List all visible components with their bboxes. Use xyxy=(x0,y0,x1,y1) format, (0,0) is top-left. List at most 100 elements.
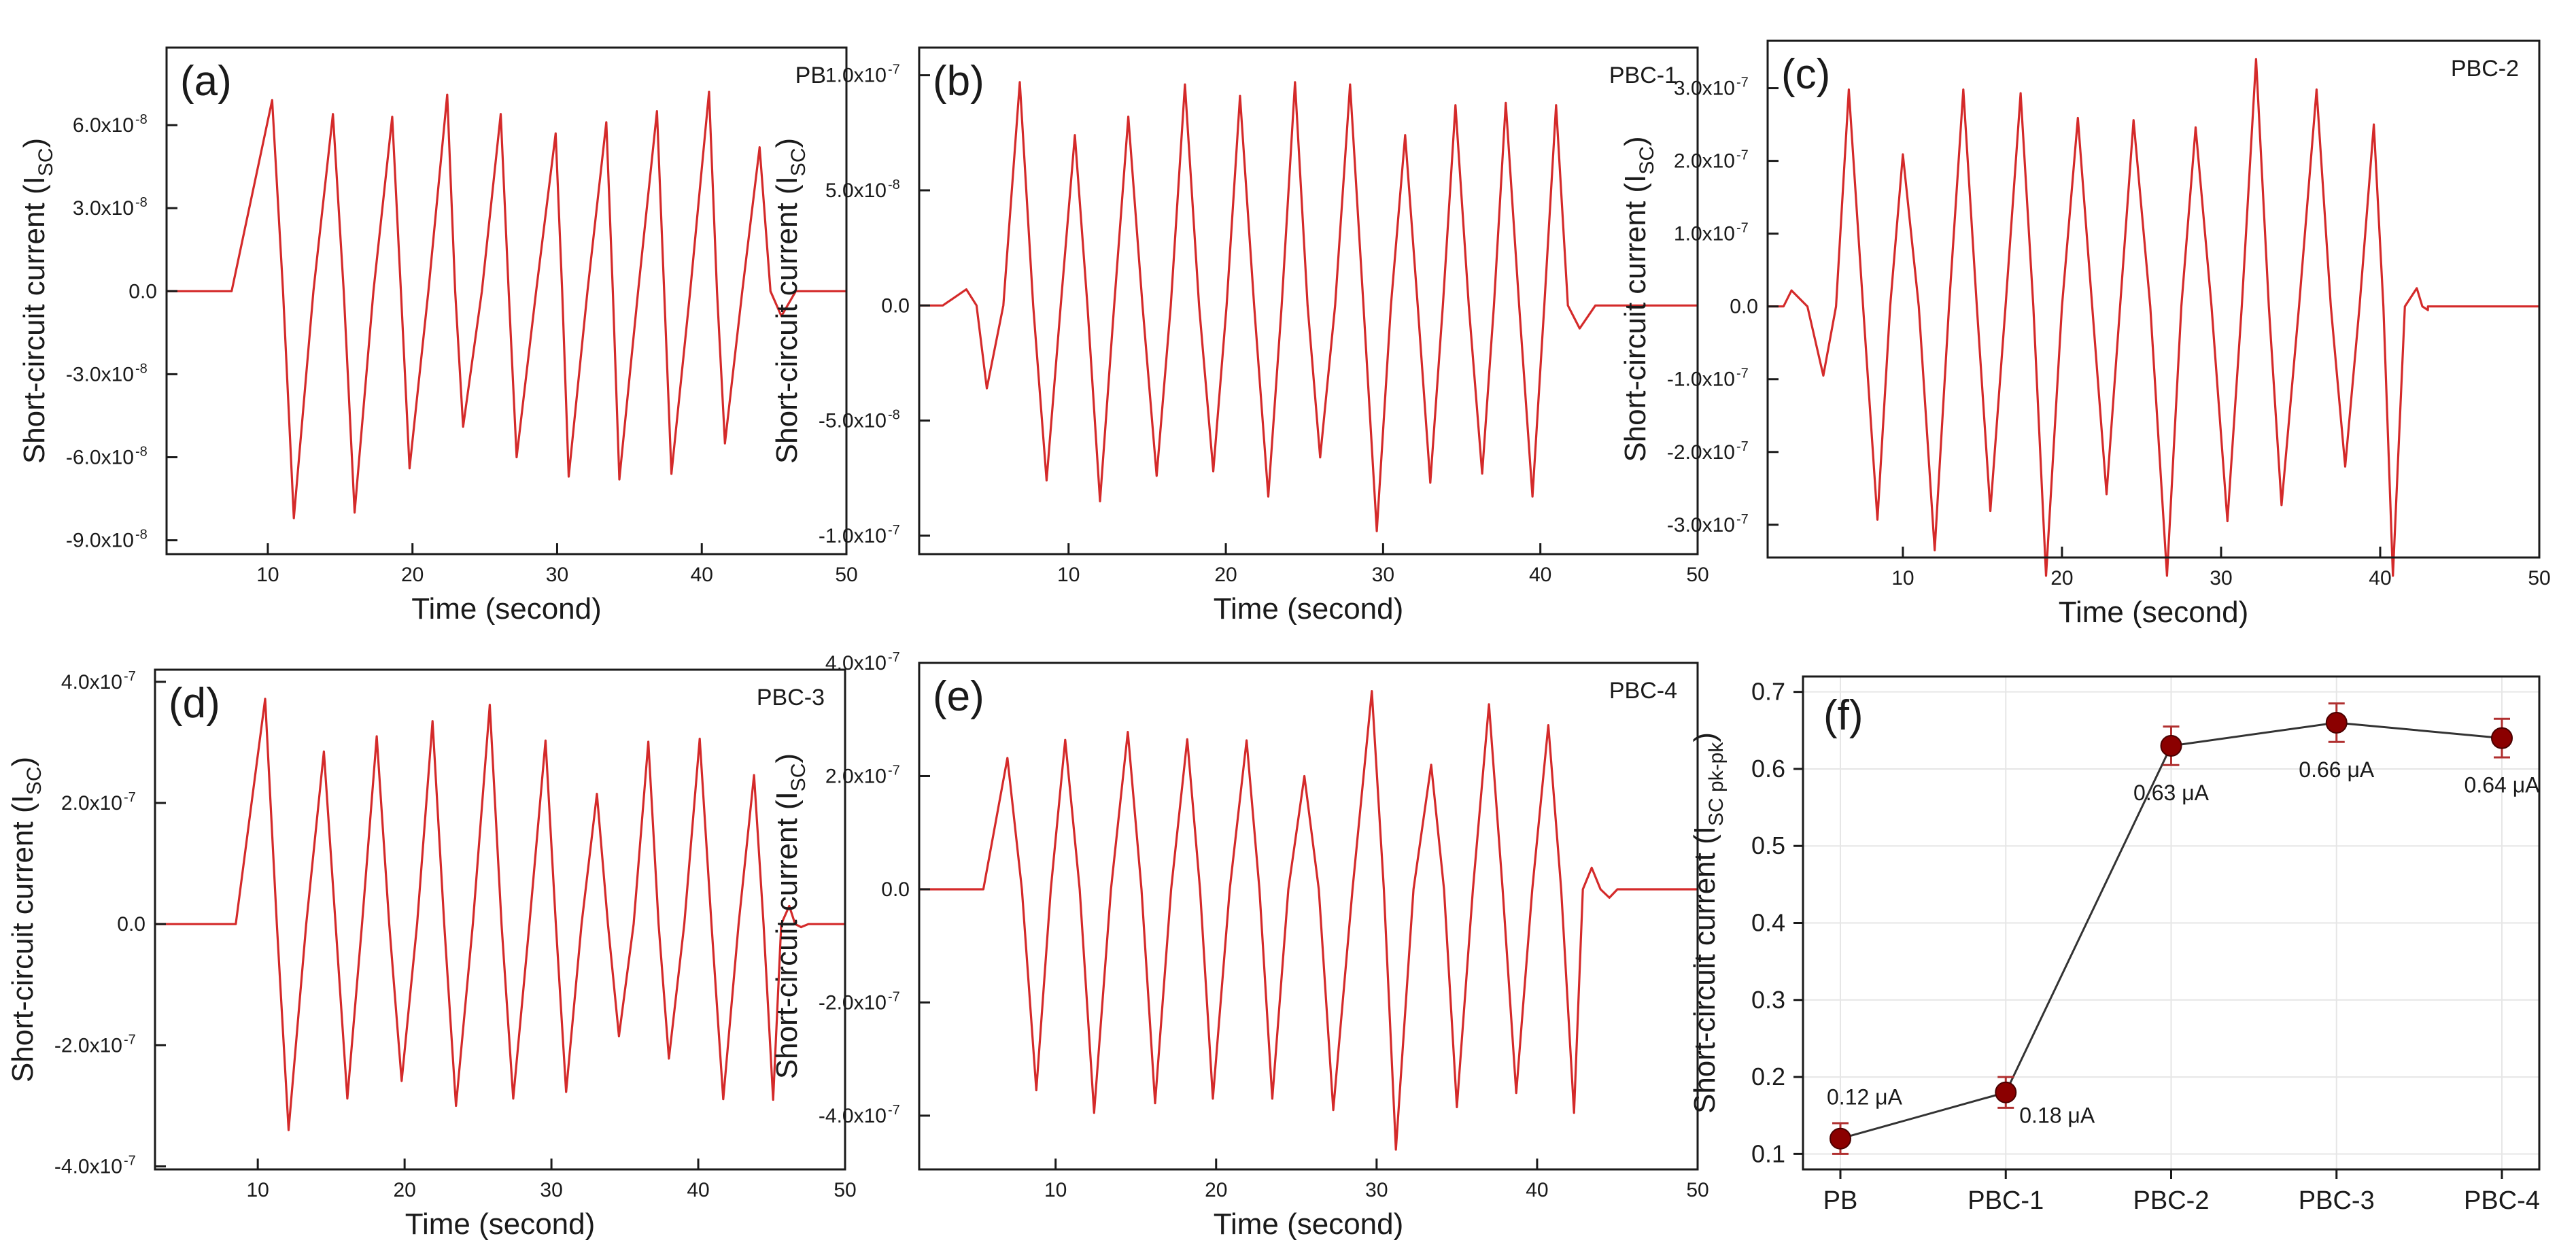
signal-trace-b xyxy=(919,81,1698,532)
y-axis-title-close: ) xyxy=(1619,136,1652,146)
y-tick-exponent: -8 xyxy=(135,445,148,460)
y-axis-title-close: ) xyxy=(770,138,804,148)
y-tick-exponent: -7 xyxy=(124,790,136,805)
y-axis-title-main: Short-circuit current (I xyxy=(1688,826,1721,1114)
panel-e: 10 20 30 40 50-4.0x10 -7-2.0x10 -70.02.0x10 -74… xyxy=(770,650,1709,1241)
y-axis-title-sub: SC pk-pk xyxy=(1705,742,1728,826)
y-tick-label: -4.0x10 xyxy=(819,1105,887,1127)
y-tick-label: 6.0x10 xyxy=(73,114,134,137)
y-axis-title-close: ) xyxy=(770,753,804,764)
sample-label-c: PBC-2 xyxy=(2451,56,2519,82)
x-tick-label: 30 xyxy=(2210,567,2232,589)
data-label: 0.64 μA xyxy=(2465,773,2541,798)
x-tick-label: 30 xyxy=(1365,1179,1388,1201)
x-tick-label: 30 xyxy=(1372,564,1394,586)
plot-frame-b xyxy=(918,46,1699,555)
y-tick-label: -1.0x10 xyxy=(1667,369,1735,391)
y-tick-label: 2.0x10 xyxy=(61,792,122,815)
y-tick-exponent: -7 xyxy=(1736,439,1749,454)
plot-frame-a xyxy=(165,46,848,555)
y-tick-label: 4.0x10 xyxy=(61,671,122,693)
y-tick-label: 3.0x10 xyxy=(73,197,134,220)
x-tick-label: 50 xyxy=(835,564,857,586)
y-axis-title: Short-circuit current (ISC pk-pk) xyxy=(1688,732,1728,1114)
y-tick-label: 3.0x10 xyxy=(1674,78,1735,100)
x-axis-title: Time (second) xyxy=(2059,596,2249,629)
plot-frame-d xyxy=(154,668,846,1171)
y-tick-label: 0.0 xyxy=(881,294,910,317)
y-tick-exponent: -8 xyxy=(135,528,148,543)
y-axis-title: Short-circuit current (ISC) xyxy=(6,757,46,1082)
y-tick-label: 0.0 xyxy=(117,913,145,936)
y-tick-exponent: -7 xyxy=(888,763,900,778)
x-tick-label: PBC-3 xyxy=(2299,1186,2375,1215)
y-tick-exponent: -7 xyxy=(1736,148,1749,163)
y-axis-title: Short-circuit current (ISC) xyxy=(1619,136,1658,462)
data-point xyxy=(2160,734,2182,757)
y-tick-exponent: -7 xyxy=(124,1154,136,1169)
x-tick-label: 20 xyxy=(393,1179,415,1201)
y-tick-exponent: -8 xyxy=(135,361,148,376)
data-point xyxy=(2325,711,2348,734)
y-tick-label: 0.2 xyxy=(1751,1063,1785,1091)
sample-label-a: PB xyxy=(795,63,826,88)
data-point xyxy=(1830,1127,1851,1150)
x-axis-title: Time (second) xyxy=(405,1207,596,1241)
x-tick-label: 20 xyxy=(1205,1179,1227,1201)
y-tick-label: 0.1 xyxy=(1751,1139,1785,1167)
plot-frame-c xyxy=(1766,39,2541,559)
y-tick-exponent: -7 xyxy=(124,669,136,684)
sample-label-d: PBC-3 xyxy=(757,685,825,710)
y-tick-exponent: -7 xyxy=(1736,512,1749,527)
signal-trace-e xyxy=(919,689,1698,1151)
y-tick-label: -1.0x10 xyxy=(819,525,887,547)
y-tick-label: -3.0x10 xyxy=(66,363,134,385)
signal-trace-a xyxy=(167,90,846,519)
x-tick-label: 40 xyxy=(2369,567,2391,589)
x-tick-label: PBC-2 xyxy=(2133,1186,2210,1215)
y-tick-label: 0.0 xyxy=(1730,296,1758,318)
x-tick-label: 20 xyxy=(401,564,424,586)
y-tick-exponent: -7 xyxy=(888,1103,900,1118)
y-tick-exponent: -7 xyxy=(888,523,900,538)
data-label: 0.18 μA xyxy=(2019,1103,2095,1128)
x-tick-label: 30 xyxy=(540,1179,562,1201)
y-tick-label: 0.0 xyxy=(881,878,910,901)
y-tick-exponent: -8 xyxy=(888,177,900,192)
x-axis-title: Time (second) xyxy=(411,592,602,626)
panel-label-e: (e) xyxy=(933,673,984,720)
y-tick-label: 2.0x10 xyxy=(1674,150,1735,173)
y-axis-title-close: ) xyxy=(1688,732,1721,742)
y-axis-title-sub: SC xyxy=(787,763,810,791)
x-tick-label: 50 xyxy=(1686,564,1708,586)
y-tick-label: 2.0x10 xyxy=(825,765,887,787)
y-axis-title-close: ) xyxy=(18,138,51,148)
y-tick-label: -3.0x10 xyxy=(1667,514,1735,536)
data-point xyxy=(2491,727,2513,749)
x-tick-label: 50 xyxy=(1686,1179,1708,1201)
y-tick-label: 0.5 xyxy=(1751,832,1785,859)
y-axis-title-main: Short-circuit current (I xyxy=(770,176,804,464)
y-tick-exponent: -7 xyxy=(1736,75,1749,90)
x-tick-label: 20 xyxy=(2050,567,2073,589)
y-axis-title-main: Short-circuit current (I xyxy=(6,795,39,1082)
x-tick-label: PBC-1 xyxy=(1968,1186,2044,1215)
y-tick-exponent: -7 xyxy=(888,650,900,665)
x-axis-title: Time (second) xyxy=(1214,592,1404,626)
y-axis-title-main: Short-circuit current (I xyxy=(18,176,51,464)
panel-d: 10 20 30 40 50-4.0x10 -7-2.0x10 -70.02.0x10 -74… xyxy=(6,668,857,1241)
panel-b: 10 20 30 40 50-1.0x10 -7-5.0x10 -80.05.0x10 -81… xyxy=(770,46,1709,626)
x-tick-label: 10 xyxy=(1057,564,1080,586)
x-tick-label: 40 xyxy=(687,1179,709,1201)
x-tick-label: 20 xyxy=(1214,564,1237,586)
y-axis-title: Short-circuit current (ISC) xyxy=(770,138,810,464)
x-tick-label: 50 xyxy=(834,1179,856,1201)
x-tick-label: 40 xyxy=(1526,1179,1548,1201)
y-tick-label: -9.0x10 xyxy=(66,530,134,552)
y-tick-label: 0.0 xyxy=(128,280,157,303)
x-tick-label: 10 xyxy=(1044,1179,1067,1201)
x-tick-label: 40 xyxy=(691,564,713,586)
y-tick-label: -2.0x10 xyxy=(1667,441,1735,464)
y-tick-label: 5.0x10 xyxy=(825,179,887,202)
